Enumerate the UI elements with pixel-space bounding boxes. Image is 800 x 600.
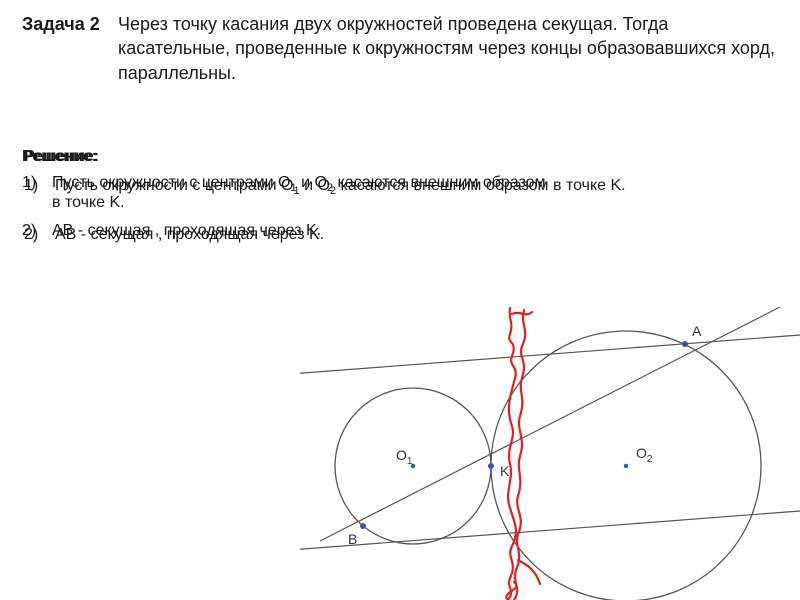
label-o2: O2: [636, 445, 653, 465]
point-o2: [624, 464, 628, 468]
page: Задача 2 Через точку касания двух окружн…: [0, 0, 800, 600]
solution-line-2: 2) 2) AB - секущая , проходящая через K.…: [22, 222, 782, 248]
point-a: [682, 341, 688, 347]
diagram: O1 O2 K A B: [300, 300, 800, 600]
point-k: [488, 463, 494, 469]
point-b: [360, 523, 366, 529]
diagram-svg: O1 O2 K A B: [300, 300, 800, 600]
line1b-pre: Пусть окружности с центрами O: [55, 177, 294, 194]
secant-ab: [320, 307, 780, 541]
line2-num-b: 2): [24, 226, 38, 244]
solution-block: Решение: Решение: 1) 1) Пусть окружности…: [22, 148, 782, 248]
tangent-bottom: [300, 511, 800, 550]
solution-line-1: 1) 1) Пусть окружности с центрами O1 и O…: [22, 174, 782, 200]
label-o1: O1: [396, 447, 413, 467]
scribble-branch-3: [518, 560, 540, 584]
line1b-mid: и O: [300, 177, 330, 194]
scribble-mark-2: [514, 310, 525, 600]
label-k: K: [500, 463, 510, 479]
task-label: Задача 2: [22, 14, 100, 35]
solution-heading: Решение: Решение:: [22, 148, 782, 170]
task-text: Через точку касания двух окружностей про…: [118, 12, 778, 85]
label-a: A: [692, 323, 702, 339]
scribble-branch-1: [512, 312, 532, 314]
line1-num-b: 1): [24, 177, 38, 195]
heading-layer-b: Решение:: [24, 148, 99, 166]
label-b: B: [348, 531, 357, 547]
line2-text-b: AB - секущая , проходящая через K.: [55, 226, 324, 244]
scribble-mark: [508, 308, 516, 600]
line1-text-b: Пусть окружности с центрами O1 и O2 каса…: [55, 177, 626, 197]
line1b-post: касаются внешним образом в точке K.: [336, 177, 626, 194]
tangent-top: [300, 335, 800, 374]
